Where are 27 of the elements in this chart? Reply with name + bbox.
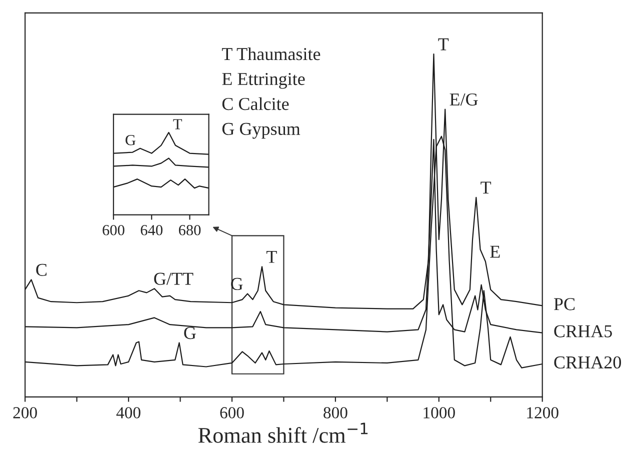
x-axis-title: Roman shift /cm$^{−1}$ [198, 422, 368, 443]
series-label: CRHA20 [554, 356, 621, 369]
x-tick-label: 680 [178, 224, 201, 236]
annotation: E [490, 246, 500, 258]
annotation: E/G [450, 93, 478, 106]
annotation: T Thaumasite [222, 47, 320, 60]
x-tick-label: 600 [102, 224, 124, 236]
annotation: T [173, 119, 182, 130]
series-label: PC [554, 298, 575, 310]
annotation: T [438, 38, 449, 50]
x-tick-label: 400 [116, 407, 140, 418]
x-tick-label: 200 [13, 407, 37, 418]
annotation: T [266, 250, 277, 263]
annotation: G Gypsum [222, 122, 300, 139]
x-tick-label: 1000 [424, 407, 455, 418]
annotation: T [480, 182, 492, 194]
x-tick-label: 600 [220, 407, 244, 418]
x-tick-label: 640 [140, 224, 162, 236]
annotation: C Calcite [222, 97, 289, 110]
series-label: CRHA5 [554, 325, 612, 338]
annotation: G [184, 326, 196, 340]
x-tick-label: 800 [324, 407, 348, 418]
x-tick-label: 1200 [527, 407, 558, 418]
annotation: G [126, 134, 136, 146]
annotation: C [36, 264, 46, 276]
annotation: E Ettringite [222, 72, 305, 89]
annotation: G/TT [154, 272, 194, 285]
